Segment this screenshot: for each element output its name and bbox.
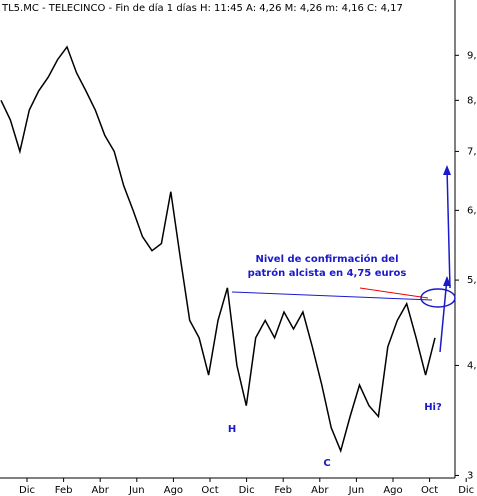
y-tick-label: 4, bbox=[467, 360, 477, 371]
arrow-up bbox=[439, 277, 448, 353]
x-tick-label: Abr bbox=[92, 485, 110, 496]
neckline bbox=[231, 291, 433, 301]
x-tick-label: Ago bbox=[164, 485, 183, 496]
annotation: Hi? bbox=[424, 402, 442, 413]
arrow-head bbox=[443, 165, 451, 175]
chart-title: TL5.MC - TELECINCO - Fin de día 1 días H… bbox=[1, 2, 403, 14]
y-tick-label: 6, bbox=[467, 205, 477, 216]
y-tick-label: 9, bbox=[467, 50, 477, 61]
x-tick-label: Feb bbox=[55, 485, 73, 496]
arrow-projection bbox=[446, 167, 451, 289]
target-ellipse bbox=[420, 288, 456, 308]
annotation: H bbox=[228, 424, 236, 435]
x-tick-label: Oct bbox=[421, 485, 438, 496]
price-line bbox=[0, 45, 436, 454]
x-tick-label: Abr bbox=[311, 485, 329, 496]
x-tick-label: Feb bbox=[274, 485, 292, 496]
x-tick-label: Dic bbox=[458, 485, 474, 496]
annotation: patrón alcista en 4,75 euros bbox=[248, 267, 407, 279]
arrow-head bbox=[443, 276, 451, 286]
x-tick-label: Oct bbox=[201, 485, 218, 496]
x-tick-label: Dic bbox=[19, 485, 35, 496]
x-tick-label: Dic bbox=[239, 485, 255, 496]
y-tick-label: 7, bbox=[467, 146, 477, 157]
annotation: Nivel de confirmación del bbox=[255, 253, 398, 265]
x-tick-label: Jun bbox=[348, 485, 365, 496]
y-tick-label: 5, bbox=[467, 275, 477, 286]
x-tick-label: Ago bbox=[383, 485, 402, 496]
x-tick-label: Jun bbox=[128, 485, 145, 496]
y-tick-label: 8, bbox=[467, 95, 477, 106]
y-tick-label: 3 bbox=[467, 470, 473, 481]
annotation: C bbox=[323, 458, 330, 469]
pointer-arrow bbox=[359, 287, 429, 299]
